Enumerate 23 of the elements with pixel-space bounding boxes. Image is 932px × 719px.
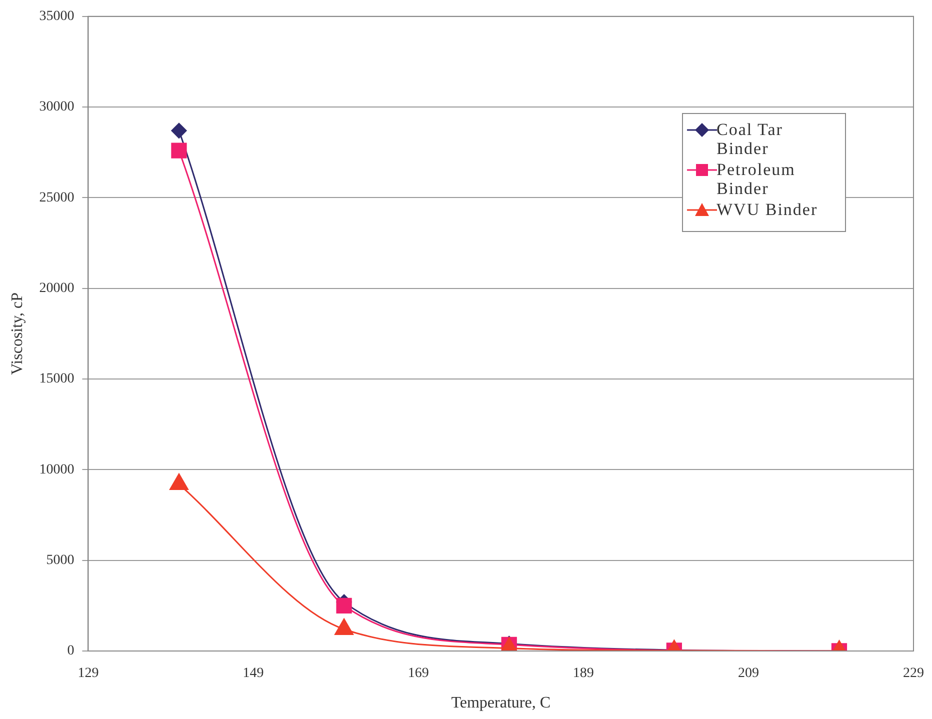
y-tick-label: 10000: [39, 462, 74, 478]
y-tick-label: 0: [67, 644, 74, 659]
legend-label: Petroleum Binder: [716, 160, 796, 198]
point: [170, 473, 188, 490]
y-tick-label: 15000: [39, 372, 74, 387]
x-tick-label: 169: [408, 666, 429, 682]
x-tick-label: 149: [242, 666, 264, 682]
y-tick-label: 35000: [39, 9, 74, 24]
y-tick-label: 20000: [39, 281, 74, 296]
legend-label: Coal Tar Binder: [716, 120, 784, 158]
x-tick-label: 129: [78, 666, 99, 682]
point: [171, 142, 187, 158]
x-tick-label: 189: [572, 666, 594, 682]
x-axis-title: Temperature, C: [451, 694, 550, 712]
point: [334, 618, 354, 635]
point: [171, 122, 187, 138]
y-tick-label: 25000: [39, 190, 74, 206]
x-tick-label: 209: [738, 666, 759, 682]
legend-label: WVU Binder: [716, 200, 818, 220]
y-tick-label: 30000: [39, 100, 74, 115]
y-axis-title: Viscosity, cP: [8, 292, 26, 375]
x-tick-label: 229: [903, 666, 924, 682]
y-tick-label: 5000: [46, 553, 74, 568]
